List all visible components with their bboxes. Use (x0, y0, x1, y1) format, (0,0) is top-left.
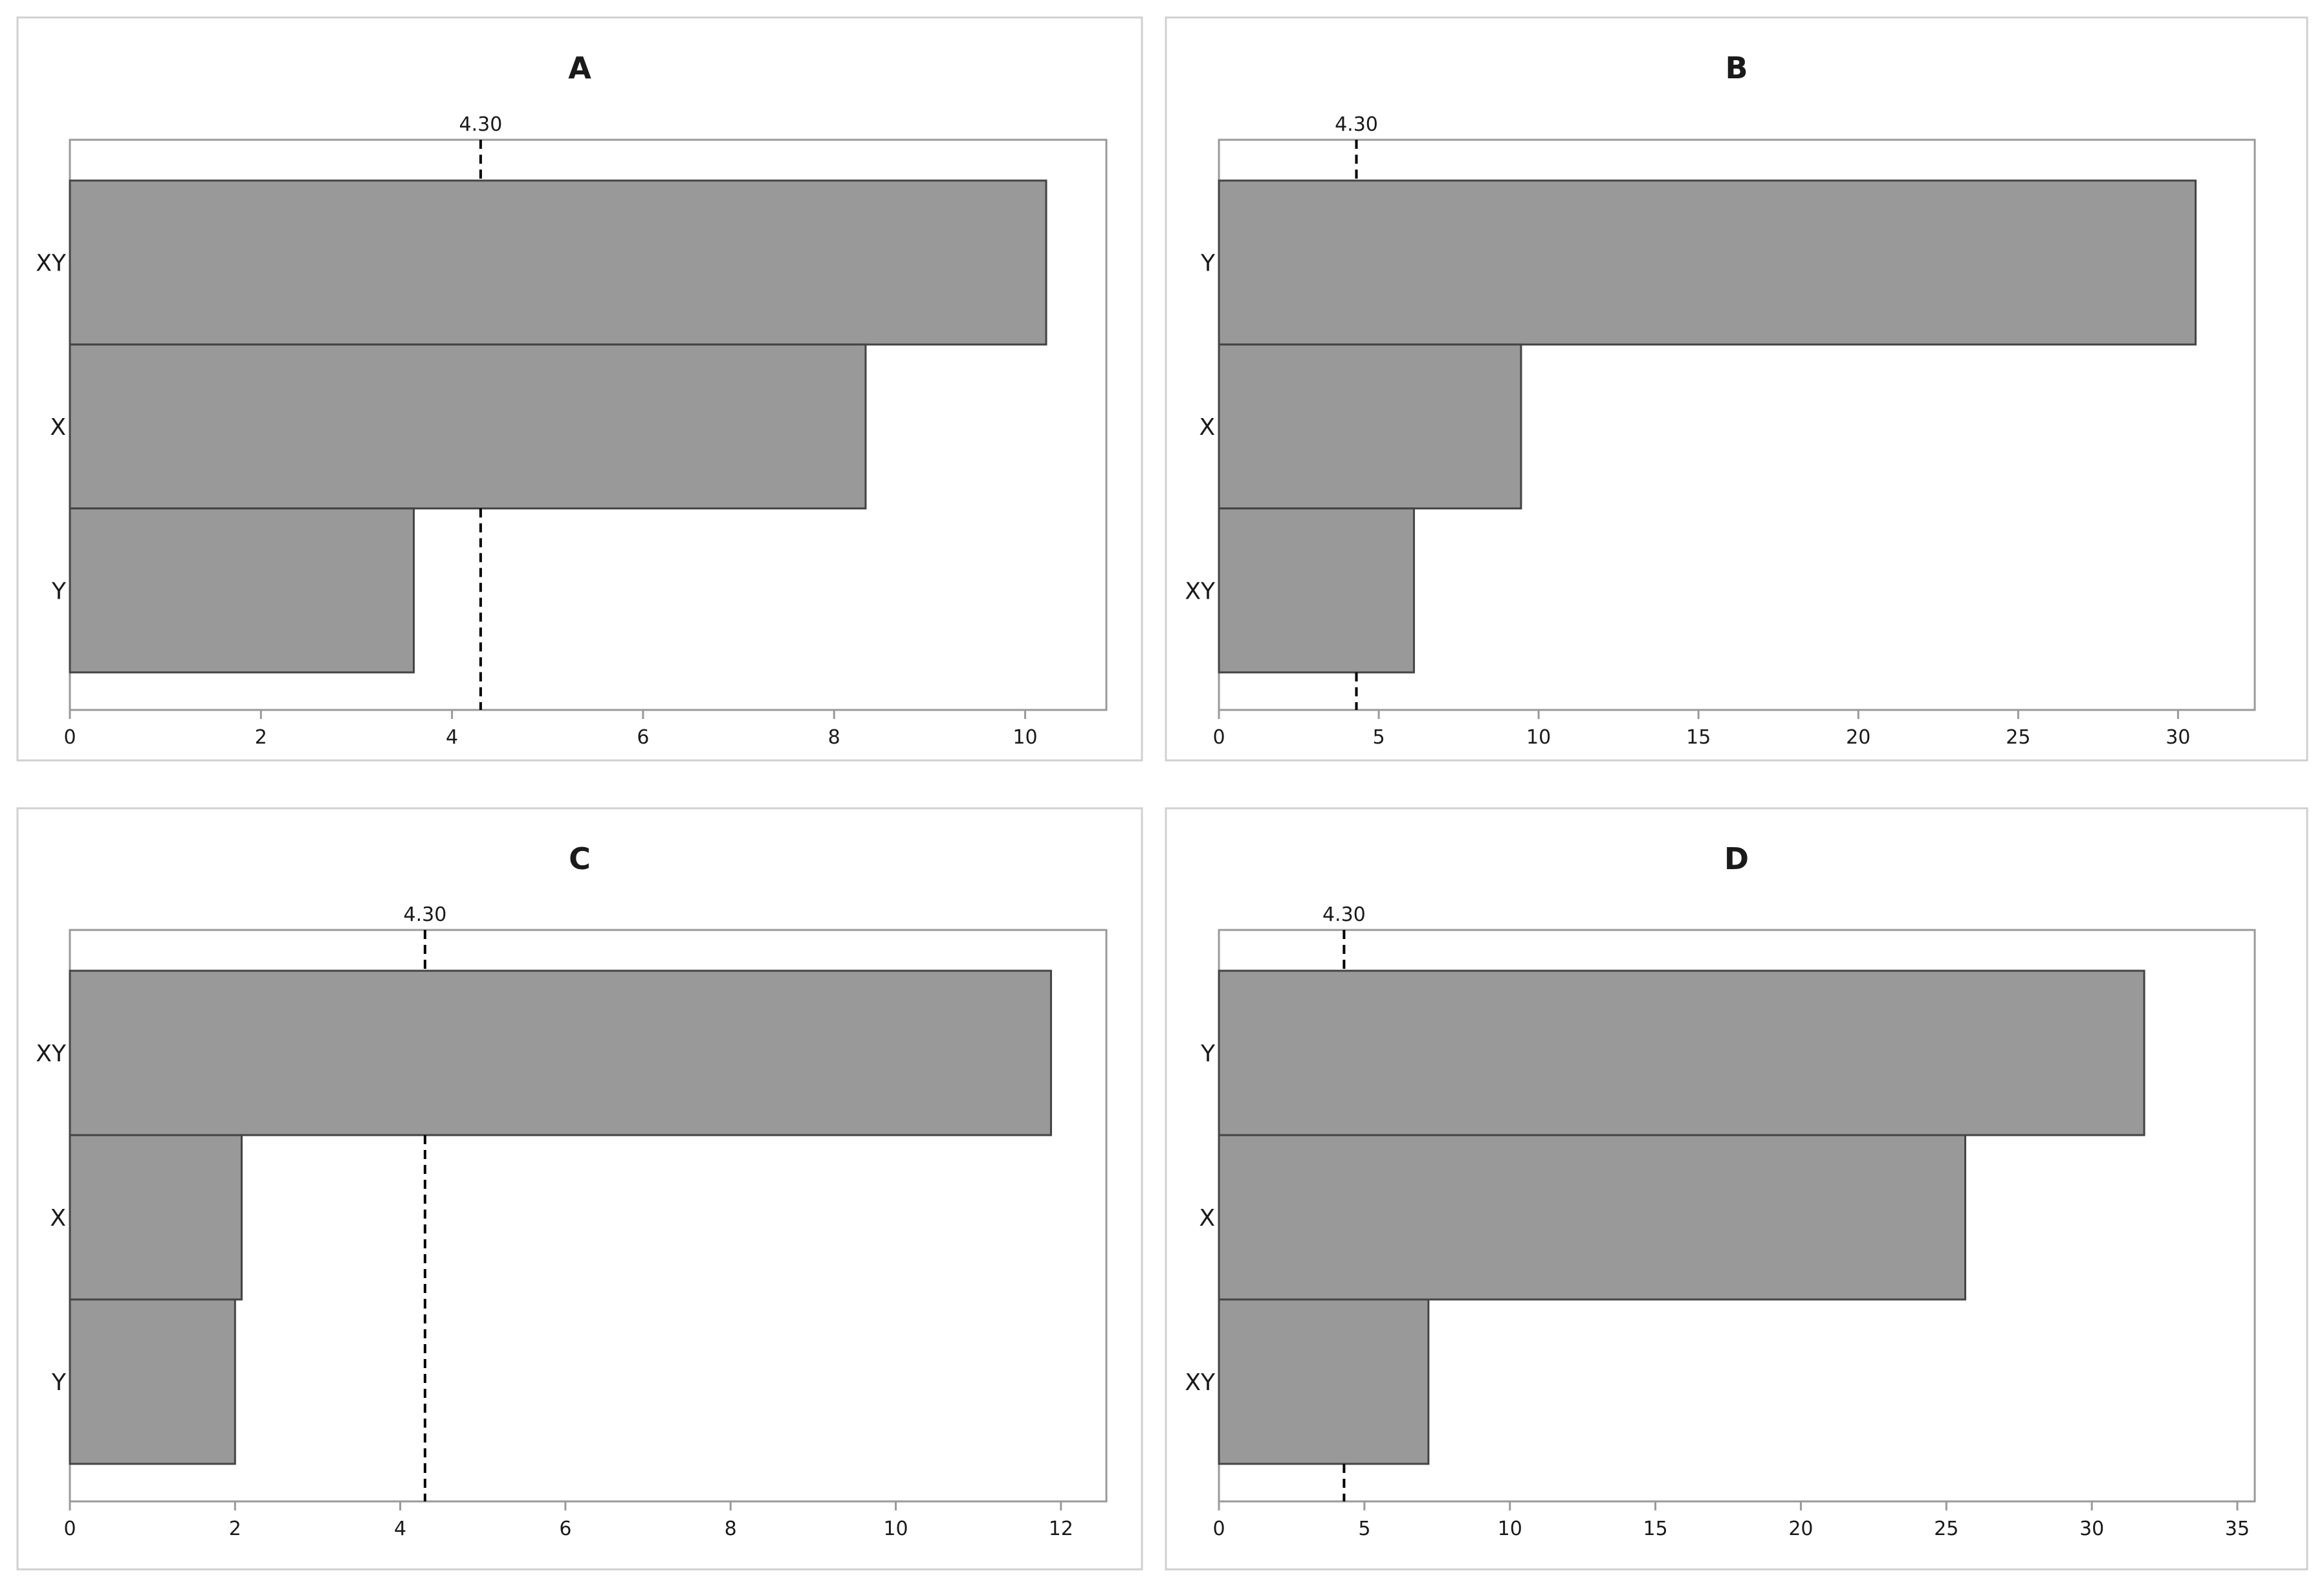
reference-line-label: 4.30 (1322, 903, 1366, 926)
chart-title: A (568, 50, 591, 85)
category-label: X (50, 1205, 66, 1232)
category-label: XY (1185, 578, 1216, 604)
x-tick-label: 5 (1358, 1518, 1370, 1540)
x-tick-label: 0 (1212, 1518, 1225, 1540)
category-label: X (1199, 1205, 1215, 1232)
category-label: Y (51, 1369, 67, 1396)
chart-title: D (1724, 841, 1749, 876)
x-tick-label: 25 (2006, 726, 2030, 749)
bar-x (1218, 343, 1522, 510)
bar-xy (1218, 1298, 1430, 1465)
bar-xy (69, 179, 1047, 346)
x-tick-label: 2 (229, 1518, 241, 1540)
x-tick-label: 5 (1373, 726, 1385, 749)
bar-y (69, 1298, 236, 1465)
category-label: Y (1200, 250, 1216, 277)
x-tick-label: 20 (1846, 726, 1870, 749)
bar-xy (69, 969, 1052, 1136)
x-tick-label: 15 (1643, 1518, 1667, 1540)
x-tick-label: 0 (63, 726, 76, 749)
x-tick-label: 20 (1788, 1518, 1813, 1540)
bar-y (69, 507, 415, 674)
x-tick-label: 10 (883, 1518, 908, 1540)
bar-xy (1218, 507, 1415, 674)
bar-y (1218, 179, 2197, 346)
x-tick-label: 6 (637, 726, 649, 749)
reference-line-label: 4.30 (403, 903, 446, 926)
category-label: Y (51, 578, 67, 604)
panel-b: B Y X XY 4.30 0 5 10 15 20 25 30 (1165, 16, 2308, 762)
x-tick-label: 10 (1526, 726, 1551, 749)
x-tick-label: 4 (394, 1518, 406, 1540)
x-tick-label: 30 (2165, 726, 2190, 749)
category-label: X (50, 414, 66, 441)
x-tick-label: 2 (255, 726, 267, 749)
chart-title: C (569, 841, 591, 876)
x-tick-label: 10 (1498, 1518, 1522, 1540)
bar-x (1218, 1134, 1967, 1301)
category-label: Y (1200, 1041, 1216, 1067)
bar-x (69, 1134, 243, 1301)
reference-line-label: 4.30 (459, 113, 502, 136)
x-tick-label: 0 (63, 1518, 76, 1540)
category-label: XY (36, 1041, 67, 1067)
x-tick-label: 8 (725, 1518, 737, 1540)
x-tick-label: 30 (2079, 1518, 2104, 1540)
category-label: XY (36, 250, 67, 277)
reference-line-label: 4.30 (1335, 113, 1378, 136)
bar-x (69, 343, 867, 510)
x-tick-label: 10 (1013, 726, 1037, 749)
x-tick-label: 25 (1934, 1518, 1958, 1540)
x-tick-label: 4 (446, 726, 458, 749)
x-tick-label: 12 (1049, 1518, 1073, 1540)
category-label: XY (1185, 1369, 1216, 1396)
x-tick-label: 6 (559, 1518, 571, 1540)
panel-d: D Y X XY 4.30 0 5 10 15 20 25 30 35 (1165, 807, 2308, 1571)
chart-title: B (1725, 50, 1748, 85)
x-tick-label: 15 (1686, 726, 1711, 749)
x-tick-label: 35 (2225, 1518, 2250, 1540)
x-tick-label: 0 (1212, 726, 1225, 749)
x-tick-label: 8 (828, 726, 840, 749)
bar-y (1218, 969, 2145, 1136)
category-label: X (1199, 414, 1215, 441)
